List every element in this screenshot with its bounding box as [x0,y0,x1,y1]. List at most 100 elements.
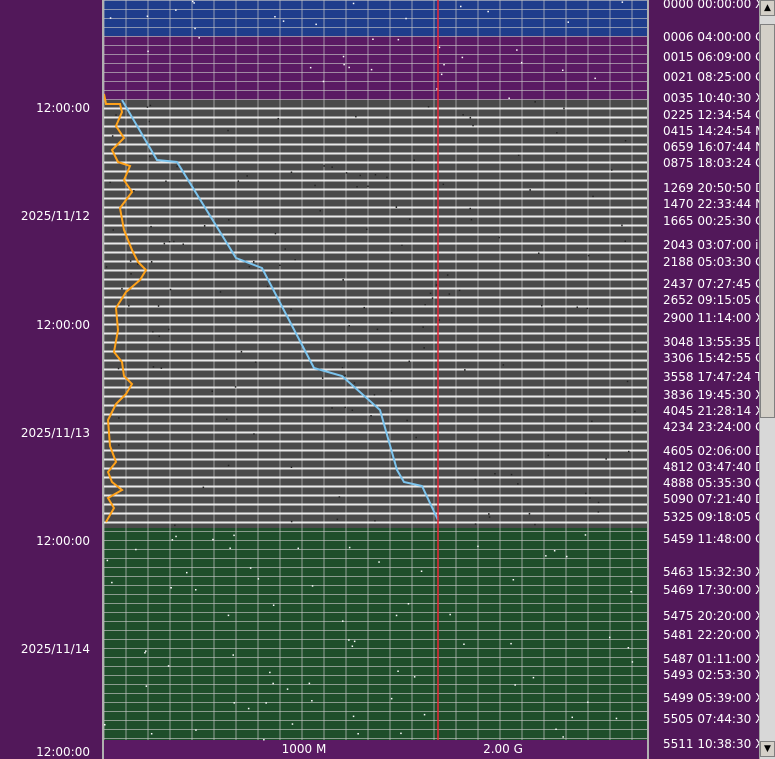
noise-dot [152,366,155,368]
noise-dot [309,66,312,69]
noise-dot [211,390,213,392]
noise-dot [219,291,222,293]
noise-dot [348,546,351,549]
record-label[interactable]: 5487 01:11:00 X [663,652,759,666]
record-label[interactable]: 2437 07:27:45 C [663,277,759,291]
record-label[interactable]: 0875 18:03:24 C [663,156,759,170]
noise-dot [390,312,393,314]
noise-dot [594,77,596,80]
record-label[interactable]: 3558 17:47:24 T [663,370,759,384]
noise-dot [149,155,151,158]
record-label[interactable]: 2043 03:07:00 i [663,238,759,252]
record-label[interactable]: 2900 11:14:00 X [663,311,759,325]
record-label[interactable]: 4888 05:35:30 C [663,476,759,490]
noise-dot [407,603,410,605]
noise-dot [488,513,490,515]
record-label[interactable]: 0035 10:40:30 X [663,91,759,105]
record-label[interactable]: 5511 10:38:30 X [663,737,759,751]
noise-dot [170,587,172,589]
noise-dot [144,652,146,654]
noise-dot [611,169,613,171]
down-arrow-icon[interactable]: ▼ [760,741,775,757]
up-arrow-icon[interactable]: ▲ [760,0,775,16]
noise-dot [413,159,415,161]
record-label[interactable]: 5499 05:39:00 X [663,691,759,705]
record-label[interactable]: 5475 20:20:00 X [663,609,759,623]
noise-dot [195,589,197,591]
noise-dot [370,415,372,417]
noise-dot [272,682,274,685]
record-label[interactable]: 0015 06:09:00 C [663,50,759,64]
noise-dot [342,279,344,281]
timeline-plot[interactable] [102,0,649,759]
noise-dot [148,120,150,123]
record-label[interactable]: 0021 08:25:00 C [663,70,759,84]
record-label[interactable]: 3306 15:42:55 C [663,351,759,365]
noise-dot [290,520,293,523]
noise-dot [367,185,369,187]
noise-dot [121,287,123,290]
noise-dot [469,116,472,119]
noise-dot [331,407,333,409]
record-label[interactable]: 3836 19:45:30 X [663,388,759,402]
noise-dot [175,9,177,11]
scrollbar-thumb[interactable] [760,24,775,418]
record-label[interactable]: 1665 00:25:30 C [663,214,759,228]
record-list[interactable]: 0000 00:00:00 X 0006 04:00:00 C 0015 06:09… [649,0,759,759]
record-label[interactable]: 2188 05:03:30 C [663,255,759,269]
record-label[interactable]: 5493 02:53:30 X [663,668,759,682]
noise-dot [615,717,618,720]
record-label[interactable]: 4605 02:06:00 D [663,444,759,458]
noise-dot [311,700,313,702]
noise-dot [438,319,440,321]
record-label[interactable]: 5325 09:18:05 C [663,510,759,524]
record-label[interactable]: 4045 21:28:14 X [663,404,759,418]
noise-dot [449,613,451,616]
record-label[interactable]: 0000 00:00:00 X [663,0,759,11]
noise-dot [502,364,505,366]
record-label[interactable]: 0415 14:24:54 M [663,124,759,138]
record-label[interactable]: 5469 17:30:00 X [663,583,759,597]
record-label[interactable]: 4234 23:24:00 C [663,420,759,434]
noise-dot [390,390,392,392]
noise-dot [528,512,531,515]
record-label[interactable]: 5505 07:44:30 X [663,712,759,726]
record-label[interactable]: 0225 12:34:54 C [663,108,759,122]
noise-dot [146,15,149,17]
noise-dot [105,266,108,268]
noise-dot [227,129,229,132]
noise-dot [562,736,564,738]
record-label[interactable]: 0006 04:00:00 C [663,30,759,44]
noise-dot [352,2,355,5]
noise-dot [342,620,344,622]
noise-dot [274,16,276,18]
noise-dot [290,466,293,468]
record-label[interactable]: 1470 22:33:44 N [663,197,759,211]
noise-dot [249,567,252,569]
record-label[interactable]: 3048 13:55:35 D [663,335,759,349]
noise-dot [363,306,365,309]
noise-dot [228,219,230,221]
record-label[interactable]: 5463 15:32:30 X [663,565,759,579]
noise-dot [477,545,479,548]
record-label[interactable]: 2652 09:15:05 C [663,293,759,307]
noise-dot [150,261,153,263]
noise-dot [147,50,149,53]
vertical-scrollbar[interactable]: ▲ ▼ [759,0,775,759]
record-label[interactable]: 4812 03:47:40 D [663,460,759,474]
noise-dot [438,46,441,49]
record-label[interactable]: 1269 20:50:50 D [663,181,759,195]
record-label[interactable]: 0659 16:07:44 N [663,140,759,154]
noise-dot [168,328,170,331]
noise-dot [290,171,293,173]
record-label[interactable]: 5459 11:48:00 C [663,532,759,546]
record-label[interactable]: 5090 07:21:40 D [663,492,759,506]
noise-dot [634,410,636,413]
plot-border-right [647,0,649,759]
noise-dot [470,218,473,221]
noise-dot [514,684,516,686]
time-label: 12:00:00 [36,318,90,332]
noise-dot [424,304,426,306]
record-label[interactable]: 5481 22:20:00 X [663,628,759,642]
time-label: 12:00:00 [36,534,90,548]
